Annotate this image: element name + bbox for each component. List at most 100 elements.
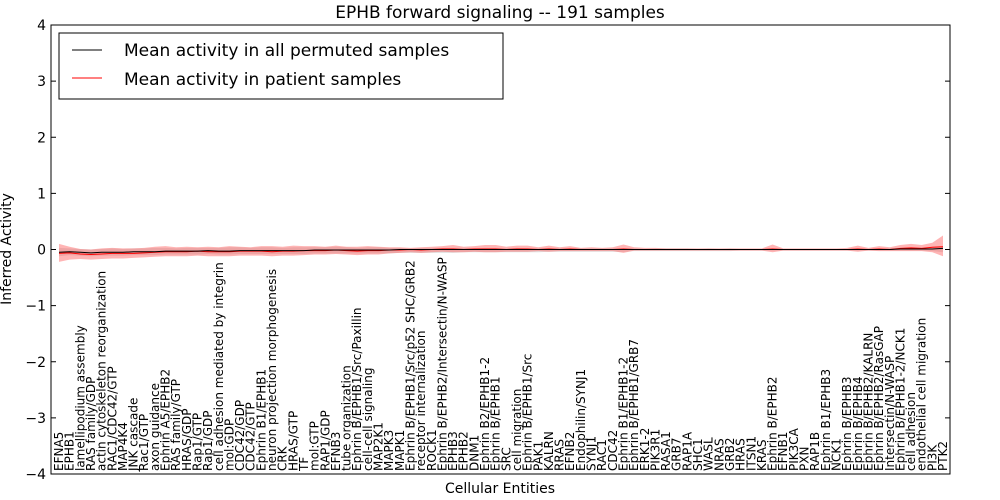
entity-label-18: CDC42/GTP [244,402,258,471]
series-lines [58,246,944,256]
legend-label-permuted: Mean activity in all permuted samples [124,41,449,61]
entity-label-9: axon guidance [148,383,162,471]
y-axis-label: Inferred Activity [0,193,15,305]
entity-label-71: RAP1B [808,432,822,471]
entity-label-38: EPHB2 [457,431,471,471]
entity-label-37: EPHB3 [446,431,460,471]
entity-label-55: ERK1-2 [638,428,652,471]
entity-label-48: EFNB2 [563,432,577,471]
entity-label-82: PI3K [925,444,939,471]
y-tick-label-7: −3 [25,411,46,427]
entity-label-17: CDC42/GDP [233,400,247,471]
entity-label-3: RAS family/GDP [84,377,98,471]
entity-label-66: KRAS [755,439,769,471]
entity-label-68: EFNB1 [776,432,790,471]
entity-label-79: Ephrin B/EPHB1-2/NCK1 [893,328,907,471]
y-tick-label-3: 1 [37,186,46,202]
x-axis-label: Cellular Entities [445,481,555,497]
entity-label-34: receptor internalization [414,331,428,471]
entity-label-30: MAP2K1 [372,422,386,471]
entity-label-56: PIK3R1 [648,429,662,471]
entity-label-0: EFNA5 [52,432,66,471]
entity-label-58: GRB7 [670,437,684,471]
entity-label-7: JNK cascade [127,398,141,472]
entity-label-51: RAC1 [595,439,609,471]
entity-label-21: CRK [276,445,290,471]
legend-label-patient: Mean activity in patient samples [124,70,401,90]
entity-label-67: Ephrin B/EPHB2 [766,377,780,471]
entity-label-46: KALRN [542,431,556,471]
entity-label-74: Ephrin B/EPHB3 [840,377,854,471]
entity-label-24: mol:GTP [308,421,322,471]
entity-label-60: SHC1 [691,438,705,471]
entity-label-25: RAP1/GDP [318,410,332,471]
entity-label-26: EFNB3 [329,432,343,471]
legend-box [58,32,504,100]
entity-label-14: Rap1/GDP [201,411,215,472]
y-tick-label-4: 0 [37,243,46,259]
entity-label-15: cell adhesion mediated by integrin [212,262,226,471]
y-tick-label-6: −2 [25,355,46,371]
entity-label-12: HRAS/GDP [180,408,194,471]
entity-label-49: Endophilin/SYNJ1 [574,369,588,471]
entity-label-59: RAP1A [680,431,694,471]
entity-label-5: RAC1/CDC42/GTP [105,366,119,471]
y-tick-label-0: 4 [37,18,46,34]
entity-label-23: TF [297,457,311,472]
entity-label-16: mol:GDP [222,419,236,471]
entity-label-65: ITSN1 [744,436,758,471]
entity-label-76: Ephrin B/EPHB2/KALRN [861,333,875,471]
entity-label-54: Ephrin B/EPHB1/GRB7 [627,339,641,471]
entity-label-6: MAP4K4 [116,422,130,471]
entity-label-11: RAS family/GTP [169,379,183,471]
entity-label-39: DNM1 [467,435,481,471]
entity-label-42: SRC [499,447,513,471]
entity-label-27: tube organization [340,365,354,471]
entity-label-69: PIK3CA [787,427,801,471]
entity-label-83: PTK2 [936,441,950,471]
entity-label-41: Ephrin B/EPHB1 [489,377,503,471]
y-tick-label-5: −1 [25,299,46,315]
entity-label-44: Ephrin B/EPHB1/Src [521,354,535,471]
y-tick-label-2: 2 [37,130,46,146]
entity-label-63: GRB2 [723,437,737,471]
entity-label-57: RASA1 [659,431,673,471]
entity-label-35: ROCK1 [425,429,439,471]
entity-label-43: cell migration [510,389,524,471]
entity-label-22: HRAS/GTP [286,411,300,471]
entity-label-77: Ephrin B/EPHB2/RasGAP [872,326,886,471]
entity-label-4: actin cytoskeleton reorganization [95,271,109,471]
entity-label-62: NRAS [712,438,726,471]
y-tick-label-8: −4 [25,467,46,483]
line-series-0 [58,247,944,254]
entity-label-78: Intersectin/N-WASP [883,356,897,471]
entity-label-10: Ephrin A5/EPHB2 [159,369,173,471]
entity-label-40: Ephrin B2/EPHB1-2 [478,357,492,471]
entity-label-19: Ephrin B1/EPHB1 [254,369,268,471]
entity-label-81: endothelial cell migration [915,318,929,471]
confidence-bands [59,235,943,262]
plot-frame [50,24,951,475]
entity-label-1: EPHB1 [63,431,77,471]
band-series-1 [59,235,943,262]
entity-label-8: Rac1/GTP [137,414,151,471]
entity-label-32: MAPK1 [393,430,407,471]
legend: Mean activity in all permuted samples Me… [58,32,504,100]
entity-label-31: MAPK3 [382,430,396,471]
entity-label-47: RRAS [553,439,567,471]
entity-label-52: CDC42 [606,430,620,471]
entity-label-13: Rap1/GTP [190,413,204,471]
entity-label-53: Ephrin B1/EPHB1-2 [616,357,630,471]
entity-label-50: SYNJ1 [585,436,599,471]
entity-label-73: NCK1 [829,438,843,471]
chart-title: EPHB forward signaling -- 191 samples [335,3,665,23]
y-axis-ticks: 4 3 2 1 0 −1 −2 −3 −4 [25,18,950,483]
y-tick-label-1: 3 [37,74,46,90]
entity-label-45: PAK1 [531,441,545,471]
entity-label-64: HRAS [734,438,748,471]
entity-label-80: cell adhesion [904,392,918,471]
entity-label-2: lamellipodium assembly [73,325,87,471]
entity-label-20: neuron projection morphogenesis [265,269,279,471]
